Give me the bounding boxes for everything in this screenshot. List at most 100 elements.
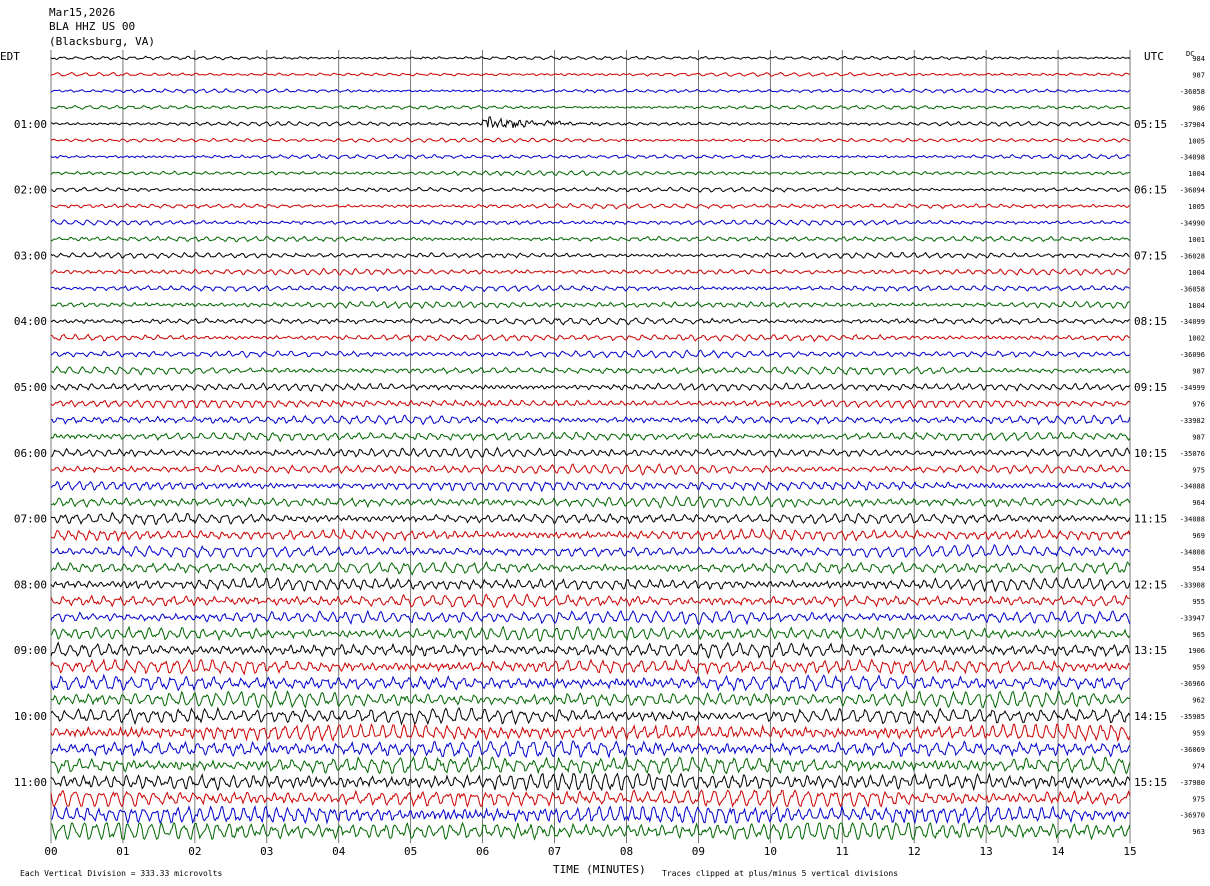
dc-offset-29: 969 <box>1192 532 1205 540</box>
left-time-0700: 07:00 <box>14 513 47 526</box>
dc-offset-17: 1002 <box>1188 335 1205 343</box>
header-date: Mar15,2026 <box>49 6 115 19</box>
right-time-labels: 05:15 06:15 07:15 08:15 09:15 10:15 11:15 12:15… <box>1134 118 1167 789</box>
dc-offset-41: 959 <box>1192 729 1205 737</box>
trace-6 <box>50 153 1131 160</box>
dc-offset-18: -36096 <box>1180 351 1205 359</box>
left-time-0600: 06:00 <box>14 447 47 460</box>
trace-2 <box>50 88 1131 94</box>
trace-47 <box>50 821 1131 842</box>
dc-offset-21: 976 <box>1192 400 1205 408</box>
dc-offset-33: 955 <box>1192 598 1205 606</box>
dc-offset-labels: 984 987 -36058 986 -37904 1005 -34098 1004 -3609… <box>1180 55 1205 836</box>
dc-offset-6: -34098 <box>1180 154 1205 162</box>
trace-19 <box>51 365 1131 376</box>
dc-offset-9: 1005 <box>1188 203 1205 211</box>
trace-8 <box>50 186 1131 193</box>
dc-offset-15: 1004 <box>1188 302 1205 310</box>
trace-0 <box>50 55 1131 61</box>
right-time-0815: 08:15 <box>1134 315 1167 328</box>
x-tick-07: 07 <box>548 845 561 858</box>
trace-20 <box>50 382 1131 392</box>
dc-offset-11: 1001 <box>1188 236 1205 244</box>
dc-offset-34: -33947 <box>1180 614 1205 622</box>
trace-17 <box>50 333 1130 343</box>
x-tick-00: 00 <box>44 845 57 858</box>
dc-offset-23: 987 <box>1192 433 1205 441</box>
trace-12 <box>50 251 1130 260</box>
trace-24 <box>50 446 1131 459</box>
left-time-1000: 10:00 <box>14 710 47 723</box>
dc-offset-12: -36028 <box>1180 252 1205 260</box>
left-time-labels: 01:00 02:00 03:00 04:00 05:00 06:00 07:00 08:00… <box>14 118 47 789</box>
trace-34 <box>50 609 1131 626</box>
right-time-1315: 13:15 <box>1134 644 1167 657</box>
x-tick-15: 15 <box>1123 845 1136 858</box>
dc-offset-0: 984 <box>1192 55 1205 63</box>
dc-offset-39: 962 <box>1192 697 1205 705</box>
trace-27 <box>50 495 1131 509</box>
dc-offset-10: -34990 <box>1180 220 1205 228</box>
trace-18 <box>50 349 1131 359</box>
dc-offset-44: -37980 <box>1180 779 1205 787</box>
x-tick-04: 04 <box>332 845 346 858</box>
trace-10 <box>50 219 1130 227</box>
trace-36 <box>50 641 1131 660</box>
dc-offset-2: -36058 <box>1180 88 1205 96</box>
dc-offset-31: 954 <box>1192 565 1205 573</box>
left-time-0300: 03:00 <box>14 249 47 262</box>
x-axis-label: TIME (MINUTES) <box>553 863 646 876</box>
x-tick-06: 06 <box>476 845 489 858</box>
x-tick-09: 09 <box>692 845 705 858</box>
clip-note: Traces clipped at plus/minus 5 vertical … <box>662 869 898 878</box>
x-tick-03: 03 <box>260 845 273 858</box>
x-tick-02: 02 <box>188 845 201 858</box>
x-tick-12: 12 <box>908 845 921 858</box>
trace-14 <box>50 284 1130 293</box>
left-time-0900: 09:00 <box>14 644 47 657</box>
left-time-0500: 05:00 <box>14 381 47 394</box>
trace-33 <box>50 593 1130 609</box>
dc-offset-40: -35985 <box>1180 713 1205 721</box>
dc-offset-43: 974 <box>1192 762 1205 770</box>
trace-37 <box>50 658 1131 676</box>
trace-45 <box>50 789 1131 809</box>
dc-label: DC <box>1186 50 1194 58</box>
left-time-0200: 02:00 <box>14 184 47 197</box>
right-time-0515: 05:15 <box>1134 118 1167 131</box>
dc-offset-1: 987 <box>1192 71 1205 79</box>
trace-43 <box>50 755 1131 775</box>
dc-offset-25: 975 <box>1192 466 1205 474</box>
x-tick-01: 01 <box>116 845 129 858</box>
x-tick-labels: 00 01 02 03 04 05 06 07 08 09 10 11 12 13 14 15 <box>44 845 1136 858</box>
dc-offset-38: -36966 <box>1180 680 1205 688</box>
time-grid <box>50 50 1131 844</box>
dc-offset-45: 975 <box>1192 795 1205 803</box>
dc-offset-8: -36094 <box>1180 187 1205 195</box>
dc-offset-32: -33908 <box>1180 581 1205 589</box>
dc-offset-27: 964 <box>1192 499 1205 507</box>
trace-16 <box>50 317 1130 326</box>
left-time-0100: 01:00 <box>14 118 47 131</box>
dc-offset-13: 1004 <box>1188 269 1205 277</box>
dc-offset-30: -34808 <box>1180 549 1205 557</box>
dc-offset-14: -36058 <box>1180 285 1205 293</box>
dc-offset-4: -37904 <box>1180 121 1205 129</box>
dc-offset-35: 965 <box>1192 631 1205 639</box>
trace-23 <box>50 431 1131 443</box>
trace-46 <box>50 804 1130 825</box>
trace-42 <box>50 739 1131 759</box>
trace-22 <box>50 414 1131 426</box>
trace-29 <box>51 527 1131 543</box>
dc-offset-5: 1005 <box>1188 137 1205 145</box>
x-tick-13: 13 <box>980 845 993 858</box>
trace-13 <box>50 267 1131 276</box>
trace-5 <box>50 137 1130 143</box>
trace-25 <box>50 463 1130 476</box>
left-zone-label: EDT <box>0 50 20 63</box>
trace-group <box>50 55 1131 842</box>
trace-39 <box>50 690 1130 709</box>
trace-1 <box>50 71 1130 77</box>
scale-note: Each Vertical Division = 333.33 microvol… <box>20 869 222 878</box>
trace-35 <box>50 625 1131 642</box>
